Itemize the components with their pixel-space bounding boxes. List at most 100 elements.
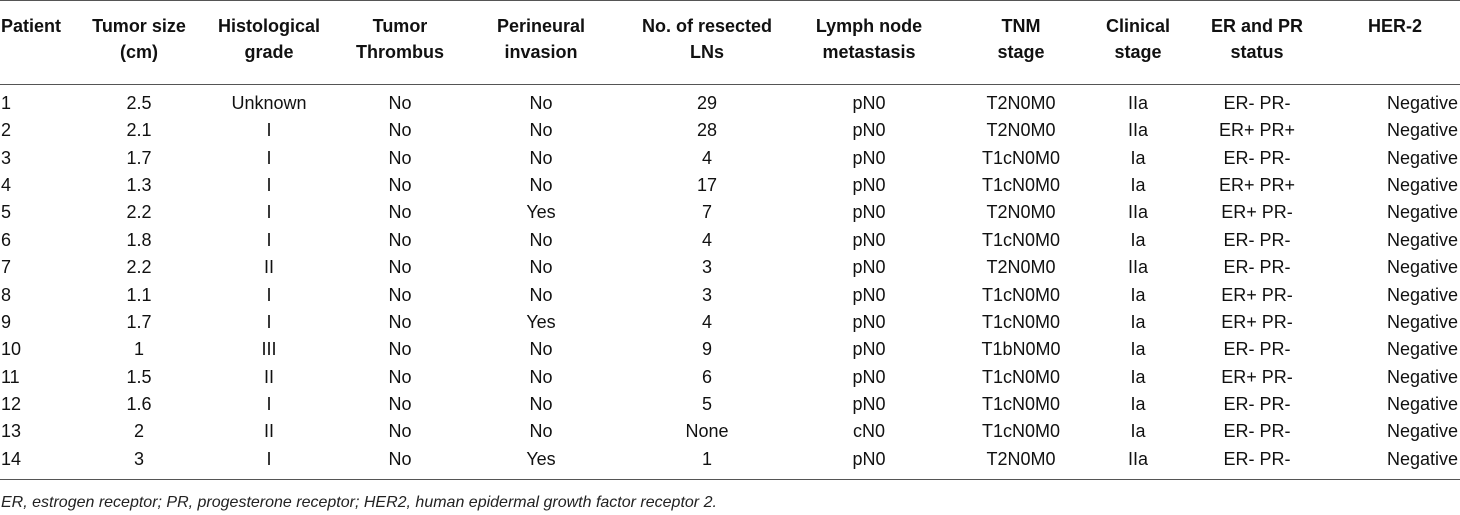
column-header-line: ER and PR	[1210, 16, 1303, 36]
table-cell-clinical-stage: IIa	[1127, 257, 1148, 278]
column-header-line: Patient	[1, 16, 62, 36]
table-cell-er-pr-status: ER- PR-	[1184, 445, 1330, 480]
table-cell-her2: Negative	[1386, 120, 1458, 141]
table-cell-er-pr-status: ER- PR-	[1223, 257, 1291, 278]
table-cell-patient: 1	[1, 93, 12, 113]
table-cell-tnm-stage: T1cN0M0	[981, 366, 1061, 387]
table-row: 5 2.2 I No Yes 7 pN0 T2N0M0 IIa ER+ PR- Negative	[0, 199, 1460, 226]
table-cell-histological-grade: I	[266, 229, 272, 250]
table-cell-tnm-stage: T2N0M0	[986, 93, 1056, 113]
table-cell-tnm-stage: T1cN0M0	[981, 174, 1061, 195]
table-cell-perineural-invasion: No	[529, 421, 553, 442]
table-cell-her2: Negative	[1330, 445, 1460, 480]
table-cell-resected-lns: 1	[626, 445, 788, 480]
table-cell-histological-grade: II	[263, 421, 274, 442]
table-cell-lymph-node-metastasis: pN0	[852, 284, 886, 305]
column-header-line: (cm)	[119, 42, 158, 62]
table-cell-tumor-size: 1.7	[126, 147, 152, 168]
table-cell-patient: 11	[1, 366, 20, 387]
table-cell-tnm-stage: T2N0M0	[986, 202, 1056, 223]
table-cell-tumor-size: 2.2	[126, 202, 152, 223]
table-cell-her2: Negative	[1386, 284, 1458, 305]
table-cell-tumor-size: 1.5	[126, 366, 152, 387]
table-cell-patient: 9	[1, 311, 12, 332]
table-cell-patient: 2	[1, 120, 12, 141]
table-cell-lymph-node-metastasis: pN0	[852, 257, 886, 278]
table-cell-tnm-stage: T1cN0M0	[981, 284, 1061, 305]
table-cell-perineural-invasion: No	[529, 229, 553, 250]
table-cell-patient: 14	[0, 445, 84, 480]
table-cell-patient: 4	[1, 174, 12, 195]
column-header-er-pr-status: ER and PR status	[1184, 0, 1330, 85]
column-header-line: LNs	[689, 42, 724, 62]
table-cell-histological-grade: I	[266, 120, 272, 141]
table-row: 3 1.7 I No No 4 pN0 T1cN0M0 Ia ER- PR- Negative	[0, 144, 1460, 171]
table-cell-her2: Negative	[1386, 174, 1458, 195]
table-cell-histological-grade: I	[266, 147, 272, 168]
column-header-tnm-stage: TNM stage	[950, 0, 1092, 85]
table-cell-tnm-stage: T1cN0M0	[981, 229, 1061, 250]
column-header-tumor-size: Tumor size (cm)	[84, 0, 194, 85]
table-cell-patient: 8	[1, 284, 12, 305]
table-cell-lymph-node-metastasis: pN0	[852, 93, 886, 113]
table-row: 2 2.1 I No No 28 pN0 T2N0M0 IIa ER+ PR+ Negative	[0, 117, 1460, 144]
table-cell-tumor-size: 1	[133, 339, 144, 360]
table-cell-patient: 6	[1, 229, 12, 250]
table-cell-tumor-thrombus: No	[388, 202, 412, 223]
table-cell-er-pr-status: ER+ PR-	[1221, 284, 1293, 305]
table-cell-clinical-stage: Ia	[1130, 394, 1146, 415]
column-header-patient: Patient	[0, 0, 84, 85]
table-cell-tumor-thrombus: No	[388, 257, 412, 278]
table-cell-her2: Negative	[1386, 394, 1458, 415]
table-cell-tumor-size: 1.7	[126, 311, 152, 332]
table-cell-lymph-node-metastasis: pN0	[788, 445, 950, 480]
table-cell-patient: 3	[1, 147, 12, 168]
table-cell-histological-grade: I	[266, 174, 272, 195]
table-cell-clinical-stage: Ia	[1130, 339, 1146, 360]
column-header-line: status	[1230, 42, 1284, 62]
table-cell-resected-lns: None	[685, 421, 729, 442]
table-cell-histological-grade: I	[266, 284, 272, 305]
table-cell-tumor-thrombus: No	[388, 147, 412, 168]
table-cell-lymph-node-metastasis: cN0	[852, 421, 885, 442]
table-cell-tumor-size: 1.1	[126, 284, 152, 305]
table-row: 7 2.2 II No No 3 pN0 T2N0M0 IIa ER- PR- Negative	[0, 254, 1460, 281]
table-cell-clinical-stage: IIa	[1127, 202, 1148, 223]
column-header-line: metastasis	[822, 42, 916, 62]
table-cell-resected-lns: 28	[696, 120, 718, 141]
table-cell-lymph-node-metastasis: pN0	[852, 229, 886, 250]
table-cell-er-pr-status: ER+ PR+	[1218, 120, 1296, 141]
column-header-line: Lymph node	[815, 16, 923, 36]
table-cell-tumor-thrombus: No	[388, 311, 412, 332]
table-cell-tumor-thrombus: No	[388, 229, 412, 250]
table-cell-histological-grade: I	[266, 202, 272, 223]
column-header-line: Histological	[217, 16, 320, 36]
table-cell-tnm-stage: T2N0M0	[986, 257, 1056, 278]
table-cell-er-pr-status: ER+ PR+	[1218, 174, 1296, 195]
table-cell-her2: Negative	[1386, 202, 1458, 223]
table-cell-tumor-thrombus: No	[388, 366, 412, 387]
table-row: 6 1.8 I No No 4 pN0 T1cN0M0 Ia ER- PR- Negative	[0, 227, 1460, 254]
table-cell-resected-lns: 29	[696, 93, 718, 113]
table-cell-perineural-invasion: Yes	[526, 311, 556, 332]
table-cell-her2: Negative	[1386, 147, 1458, 168]
table-cell-histological-grade: I	[266, 394, 272, 415]
table-cell-her2: Negative	[1386, 93, 1458, 113]
column-header-line: invasion	[504, 42, 578, 62]
table-cell-er-pr-status: ER+ PR-	[1221, 202, 1293, 223]
column-header-line: grade	[244, 42, 294, 62]
column-header-lymph-node-metastasis: Lymph node metastasis	[788, 0, 950, 85]
table-cell-tnm-stage: T1bN0M0	[981, 339, 1061, 360]
table-cell-patient: 7	[1, 257, 12, 278]
table-cell-clinical-stage: Ia	[1130, 421, 1146, 442]
table-cell-histological-grade: III	[261, 339, 277, 360]
table-cell-tnm-stage: T2N0M0	[950, 445, 1092, 480]
header-row: Patient Tumor size (cm) Histological grade Tu…	[0, 0, 1460, 85]
column-header-line: stage	[1114, 42, 1162, 62]
table-row: 14 3 I No Yes 1 pN0 T2N0M0 IIa ER- PR- Negative	[0, 445, 1460, 480]
table-row: 8 1.1 I No No 3 pN0 T1cN0M0 Ia ER+ PR- Negative	[0, 281, 1460, 308]
table-cell-patient: 10	[1, 339, 22, 360]
column-header-line: stage	[997, 42, 1045, 62]
table-cell-er-pr-status: ER+ PR-	[1221, 311, 1293, 332]
